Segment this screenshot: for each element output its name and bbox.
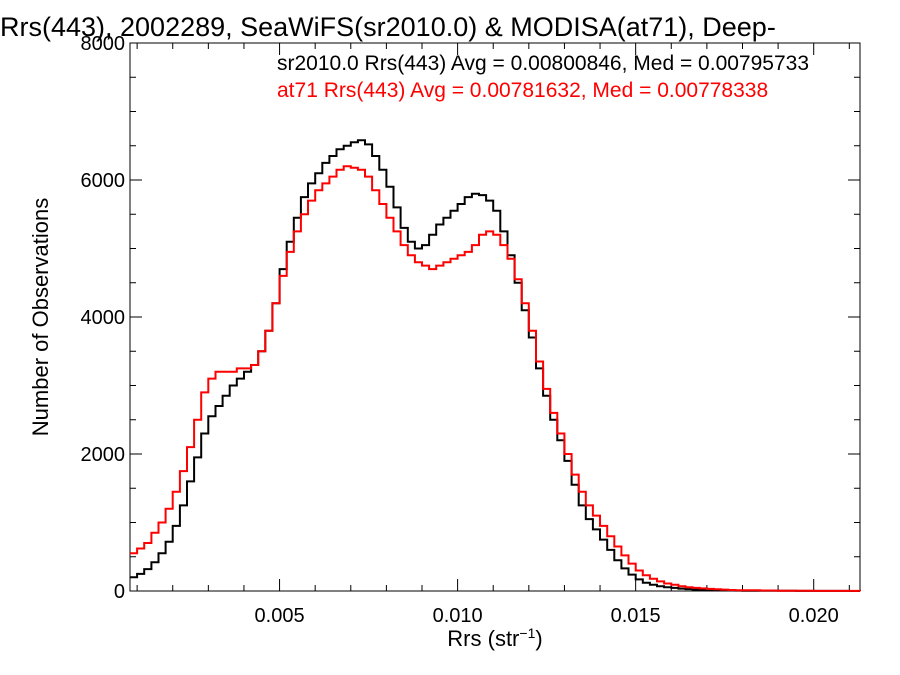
x-axis-label-end: ) (535, 626, 542, 651)
annotation-sr2010-stats: sr2010.0 Rrs(443) Avg = 0.00800846, Med … (277, 52, 809, 75)
x-tick-labels: 0.005 0.010 0.015 0.020 (255, 605, 839, 627)
annotation-at71-stats: at71 Rrs(443) Avg = 0.00781632, Med = 0.… (277, 79, 768, 102)
x-axis-label-main: Rrs (str (447, 626, 519, 651)
series-layer (130, 139, 861, 592)
x-tick-label: 0.020 (789, 605, 839, 627)
y-tick-label: 8000 (81, 33, 126, 55)
plot-area (129, 42, 861, 592)
y-axis-label: Number of Observations (28, 198, 53, 436)
y-tick-label: 6000 (81, 170, 126, 192)
x-tick-label: 0.005 (255, 605, 305, 627)
x-tick-label: 0.010 (433, 605, 483, 627)
y-tick-labels: 0 2000 4000 6000 8000 (81, 33, 126, 603)
y-tick-label: 0 (114, 581, 125, 603)
y-tick-label: 4000 (81, 307, 126, 329)
series-sr2010-line (130, 139, 860, 592)
x-axis-label: Rrs (str−1) (447, 625, 542, 651)
series-at71-line (130, 165, 861, 592)
x-tick-label: 0.015 (611, 605, 661, 627)
chart-title: Rrs(443), 2002289, SeaWiFS(sr2010.0) & M… (0, 12, 776, 42)
x-axis-label-superscript: −1 (519, 625, 535, 641)
y-tick-label: 2000 (81, 444, 126, 466)
